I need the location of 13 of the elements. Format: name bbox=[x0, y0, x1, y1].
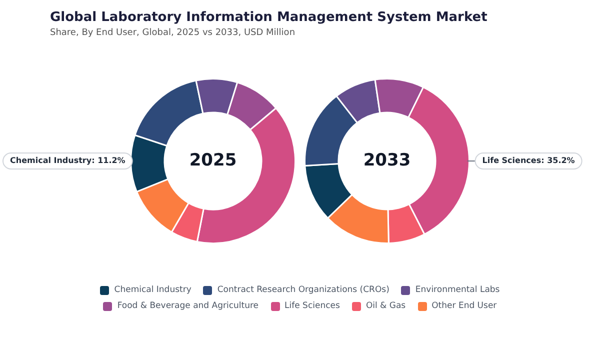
legend-label: Environmental Labs bbox=[414, 285, 500, 295]
legend-label: Food & Beverage and Agriculture bbox=[116, 301, 259, 311]
legend-label: Other End User bbox=[430, 301, 497, 311]
slice-label: 2033 bbox=[363, 150, 411, 170]
legend-label: Life Sciences bbox=[284, 301, 340, 311]
data-label: Chemical Industry: 11.2% bbox=[10, 156, 126, 166]
slice-label: 2025 bbox=[189, 150, 237, 170]
data-label: Life Sciences: 35.2% bbox=[482, 156, 575, 166]
chart-title: Global Laboratory Information Management System Market bbox=[50, 10, 488, 25]
chart-subtitle: Share, By End User, Global, 2025 vs 2033, USD Million bbox=[50, 28, 296, 38]
legend-label: Oil & Gas bbox=[364, 301, 406, 311]
legend-label: Contract Research Organizations (CROs) bbox=[216, 285, 390, 295]
legend-label: Chemical Industry bbox=[113, 285, 192, 295]
